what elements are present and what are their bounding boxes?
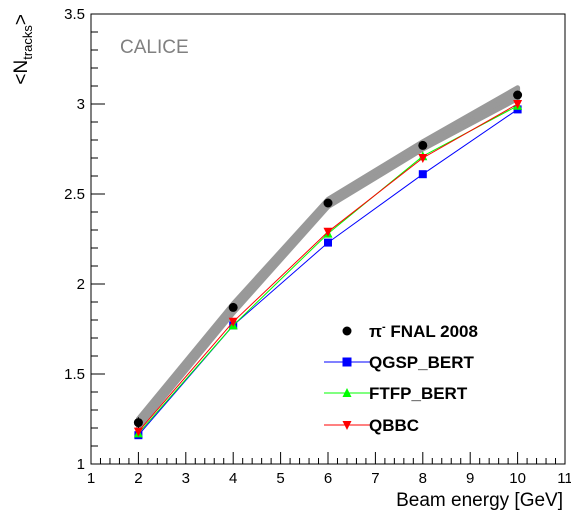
legend-marker-qbbc — [342, 421, 352, 430]
x-tick-label: 2 — [134, 470, 142, 487]
x-tick-label: 11 — [557, 470, 571, 487]
data-point-pi-fnal-2008 — [418, 140, 428, 150]
legend-label-ftfp-bert: FTFP_BERT — [369, 384, 468, 403]
data-point-pi-fnal-2008 — [323, 198, 333, 208]
y-tick-label: 2 — [77, 276, 85, 293]
legend-entry-ftfp-bert: FTFP_BERT — [324, 384, 468, 403]
series-line-qbbc — [138, 103, 518, 432]
data-point-qbbc — [323, 227, 333, 237]
x-tick-label: 7 — [371, 470, 379, 487]
legend-marker-ftfp-bert — [342, 388, 352, 397]
legend-label-pi-symbol: π — [369, 322, 382, 341]
y-axis-title: <Ntracks> — [11, 14, 35, 85]
calice-annotation: CALICE — [120, 37, 189, 58]
y-axis-title-main: <N — [11, 60, 32, 85]
data-point-qgsp-bert — [324, 238, 332, 247]
series-pi-fnal-2008 — [133, 90, 523, 428]
data-point-qbbc — [133, 427, 143, 437]
y-axis-title-subscript: tracks — [20, 25, 35, 60]
x-tick-label: 5 — [276, 470, 284, 487]
systematic-uncertainty-band — [135, 85, 521, 431]
legend-label-pi-fnal-2008: π- FNAL 2008 — [369, 321, 478, 341]
data-point-qbbc — [228, 317, 238, 327]
legend-label-qbbc: QBBC — [369, 416, 419, 435]
legend: π- FNAL 2008 QGSP_BERT FTFP_BERT QBBC — [324, 321, 478, 435]
x-tick-label: 1 — [87, 470, 95, 487]
legend-marker-qgsp-bert — [342, 357, 352, 367]
x-axis-title: Beam energy [GeV] — [396, 490, 563, 511]
legend-marker-pi-fnal-2008 — [342, 326, 352, 336]
y-axis-title-end: > — [11, 14, 32, 25]
legend-entry-pi-fnal-2008: π- FNAL 2008 — [342, 321, 478, 341]
data-point-qbbc — [513, 100, 523, 109]
x-tick-label: 4 — [229, 470, 237, 487]
systematic-band-layer — [135, 85, 521, 431]
y-tick-label: 3 — [77, 96, 85, 113]
y-tick-label: 1.5 — [64, 366, 85, 383]
x-tick-label: 6 — [324, 470, 332, 487]
series-qbbc — [133, 100, 523, 437]
y-tick-label: 2.5 — [64, 186, 85, 203]
data-point-pi-fnal-2008 — [513, 90, 523, 100]
data-point-qbbc — [418, 154, 428, 163]
legend-entry-qbbc: QBBC — [324, 416, 419, 435]
legend-entry-qgsp-bert: QGSP_BERT — [324, 353, 474, 372]
x-tick-label: 9 — [466, 470, 474, 487]
data-point-pi-fnal-2008 — [133, 418, 143, 428]
legend-label-qgsp-bert: QGSP_BERT — [369, 353, 474, 372]
series-layer — [133, 90, 523, 440]
x-tick-label: 8 — [419, 470, 427, 487]
data-point-pi-fnal-2008 — [228, 302, 238, 312]
y-tick-label: 3.5 — [64, 6, 85, 23]
legend-label-pi-charge: - — [382, 321, 386, 333]
legend-label-pi-rest: FNAL 2008 — [386, 322, 478, 341]
y-tick-label: 1 — [77, 456, 85, 473]
x-tick-label: 3 — [182, 470, 190, 487]
x-tick-label: 10 — [509, 470, 526, 487]
data-point-qgsp-bert — [418, 170, 427, 179]
